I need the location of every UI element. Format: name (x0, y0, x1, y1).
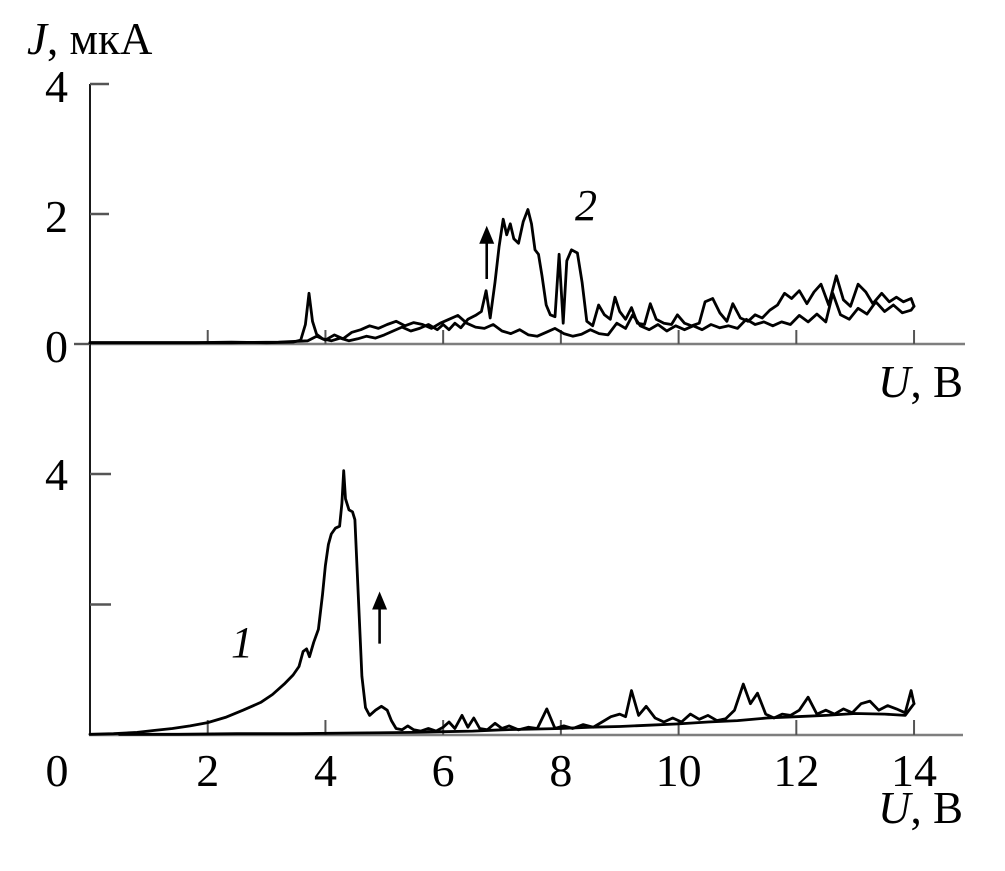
x-tick-label: 6 (432, 745, 455, 796)
x-tick-label: 12 (773, 745, 819, 796)
x-axis-title-top: U, В (878, 357, 963, 407)
bottom-panel: 0 2 4 6 8 10 12 14 4 (45, 378, 963, 796)
curve-1-return-sweep (118, 702, 916, 736)
y-axis-symbol: J (27, 14, 49, 64)
curve-label-1: 1 (231, 618, 253, 667)
y-tick-label: 2 (45, 191, 68, 242)
y-axis-unit: , мкА (47, 14, 153, 64)
y-axis-title: J, мкА (27, 14, 153, 64)
curve-2-return-sweep (88, 291, 916, 345)
curve-2-forward-sweep (88, 208, 916, 345)
x-tick-label: 0 (46, 745, 69, 796)
y-tick-label: 4 (45, 61, 68, 112)
x-axis-unit-bottom: , В (910, 783, 963, 833)
x-tick-label: 10 (656, 745, 702, 796)
x-axis-symbol-top: U (878, 357, 913, 407)
curve-label-2: 2 (575, 181, 597, 230)
top-panel: 0 2 4 (45, 61, 965, 412)
x-axis-title-bottom: U, В (878, 783, 963, 833)
x-tick-label: 8 (549, 745, 572, 796)
x-tick-label: 14 (891, 745, 937, 796)
curve-1-forward-sweep (88, 469, 916, 736)
x-axis-symbol-bottom: U (878, 783, 913, 833)
x-axis-unit-top: , В (910, 357, 963, 407)
x-tick-label: 2 (196, 745, 219, 796)
y-tick-label: 0 (45, 321, 68, 372)
up-arrow-head (372, 591, 388, 610)
up-arrow-head (479, 225, 495, 244)
x-tick-label: 4 (314, 745, 337, 796)
y-tick-label: 4 (45, 449, 68, 500)
